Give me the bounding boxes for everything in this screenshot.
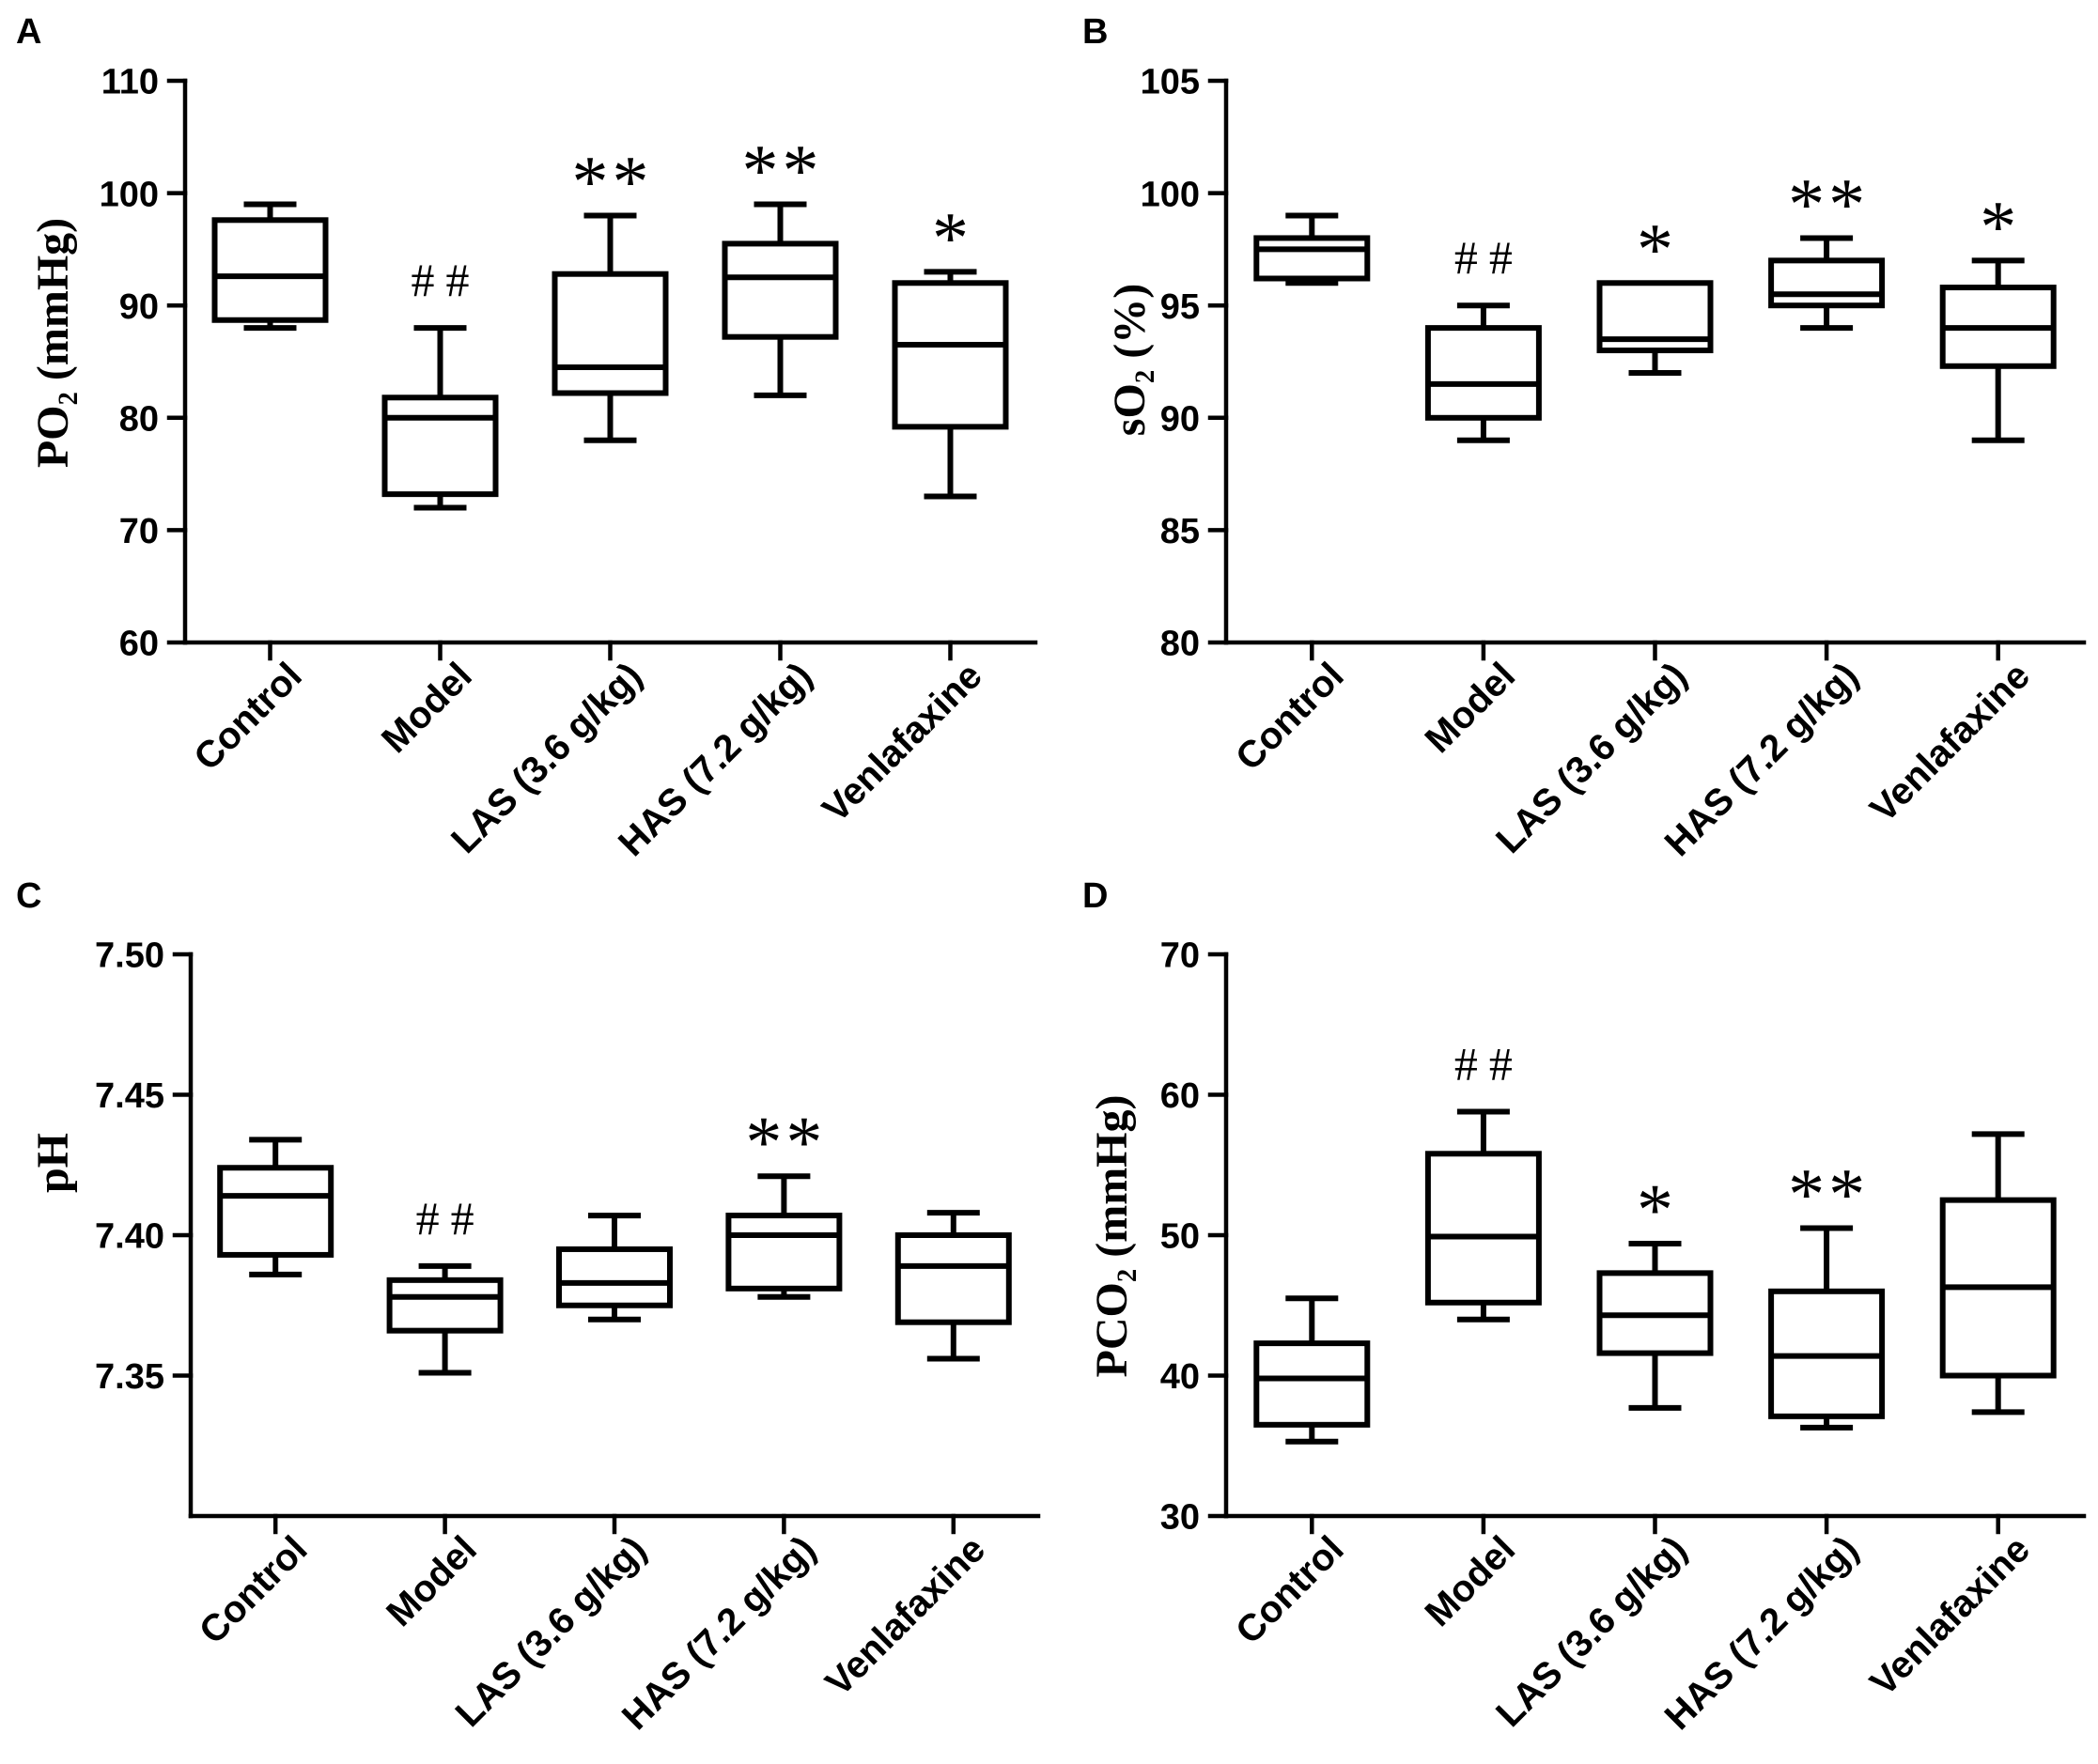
box-plot-venlafaxine [894, 1210, 1012, 1362]
y-tick-label: 110 [101, 63, 159, 102]
box-plot-has-7-2-g-kg: ** [1768, 162, 1886, 332]
significance-annotation: ## [1454, 1037, 1524, 1090]
panel-label: D [1082, 876, 1108, 916]
significance-annotation: * [1980, 185, 2020, 267]
y-axis-label: PCO₂ (mmHg) [1087, 1095, 1137, 1378]
box-plot-has-7-2-g-kg: ** [725, 1101, 843, 1300]
box-rect [722, 240, 839, 340]
box-plot-control [1253, 1295, 1371, 1445]
box-rect [1253, 235, 1371, 282]
panel-label: A [16, 12, 41, 52]
significance-annotation: ** [742, 130, 823, 211]
y-tick-label: 90 [119, 287, 159, 327]
box-plot-model: ## [1424, 1037, 1542, 1323]
significance-annotation: ## [412, 254, 481, 306]
box-rect [1596, 280, 1714, 354]
box-rect [1253, 1340, 1371, 1428]
significance-annotation: * [1637, 208, 1677, 289]
y-tick-label: 90 [1160, 399, 1200, 439]
y-tick-label: 30 [1160, 1498, 1200, 1538]
box-rect [894, 1232, 1012, 1325]
y-tick-label: 80 [1160, 625, 1200, 664]
x-tick-label: Venlafaxine [1862, 1528, 2038, 1704]
box-rect [1768, 257, 1886, 309]
x-tick-label: Model [374, 655, 480, 761]
x-tick-label: Control [1228, 1528, 1352, 1652]
box-rect [1424, 325, 1542, 421]
x-tick-label: Model [1417, 1528, 1523, 1634]
significance-annotation: ** [1788, 162, 1869, 244]
y-tick-label: 7.40 [95, 1217, 164, 1257]
y-axis-label: pH [28, 1133, 78, 1193]
significance-annotation: ## [1454, 231, 1524, 284]
x-tick-label: Venlafaxine [815, 655, 990, 830]
panel-label: B [1082, 12, 1108, 52]
y-tick-label: 7.50 [95, 936, 164, 976]
y-tick-label: 100 [100, 175, 159, 214]
box-plot-control [211, 201, 329, 332]
y-axis-label: sO₂ (%) [1105, 284, 1155, 436]
significance-annotation: * [932, 196, 972, 278]
x-tick-label: Control [186, 655, 310, 779]
box-plot-control [1253, 212, 1371, 286]
box-plot-control [217, 1137, 334, 1277]
x-tick-label: Control [1228, 655, 1352, 779]
box-rect [381, 395, 499, 498]
y-tick-label: 70 [1160, 936, 1200, 976]
y-tick-label: 70 [119, 512, 159, 551]
box-plot-venlafaxine: * [892, 196, 1009, 500]
significance-annotation: * [1637, 1168, 1677, 1250]
box-plot-model: ## [381, 254, 499, 511]
box-rect [725, 1213, 843, 1292]
y-tick-label: 105 [1141, 63, 1200, 102]
box-rect [386, 1277, 504, 1334]
box-plot-venlafaxine: * [1939, 185, 2057, 443]
box-rect [1424, 1151, 1542, 1306]
box-plot-las-3-6-g-kg: * [1596, 208, 1714, 376]
x-tick-label: Venlafaxine [1862, 655, 2038, 830]
box-rect [556, 1246, 673, 1308]
significance-annotation: ** [1788, 1153, 1869, 1235]
significance-annotation: ** [745, 1101, 826, 1183]
y-tick-label: 50 [1160, 1217, 1200, 1257]
x-tick-label: Venlafaxine [817, 1528, 993, 1704]
box-rect [892, 280, 1009, 430]
significance-annotation: ## [416, 1192, 486, 1245]
y-tick-label: 7.35 [95, 1357, 164, 1397]
y-tick-label: 100 [1141, 175, 1200, 214]
box-plot-las-3-6-g-kg: * [1596, 1168, 1714, 1411]
box-rect [217, 1165, 334, 1258]
y-tick-label: 85 [1160, 512, 1200, 551]
y-tick-label: 60 [1160, 1076, 1200, 1116]
y-tick-label: 60 [119, 625, 159, 664]
box-rect [552, 271, 669, 396]
y-tick-label: 7.45 [95, 1076, 164, 1116]
box-plot-has-7-2-g-kg: ** [722, 130, 839, 398]
box-plot-venlafaxine [1939, 1131, 2057, 1416]
box-plot-model: ## [386, 1192, 504, 1376]
y-tick-label: 80 [119, 399, 159, 439]
box-plot-model: ## [1424, 231, 1542, 443]
x-tick-label: Model [379, 1528, 485, 1634]
box-plot-las-3-6-g-kg: ** [552, 141, 669, 443]
x-tick-label: Model [1417, 655, 1523, 761]
y-tick-label: 95 [1160, 287, 1200, 327]
y-axis-label: PO₂ (mmHg) [28, 218, 78, 468]
box-plot-has-7-2-g-kg: ** [1768, 1153, 1886, 1431]
significance-annotation: ** [572, 141, 653, 223]
panel-label: C [16, 876, 41, 916]
box-rect [211, 217, 329, 323]
y-tick-label: 40 [1160, 1357, 1200, 1397]
box-plot-las-3-6-g-kg [556, 1213, 673, 1323]
x-tick-label: Control [192, 1528, 316, 1652]
